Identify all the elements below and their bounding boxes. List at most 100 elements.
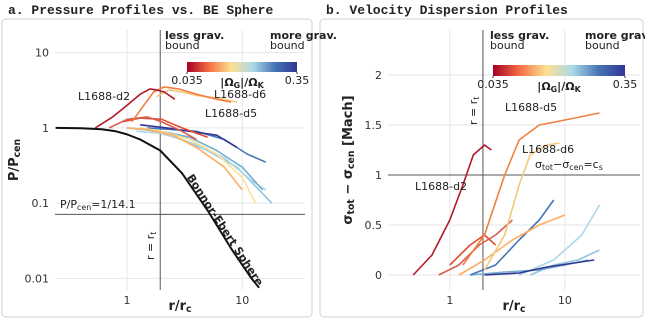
x-axis-label: r/rc (168, 299, 191, 315)
colorbar (187, 62, 297, 72)
subscript: cen (346, 151, 357, 170)
subscript: c (186, 304, 192, 315)
text-part: r/r (502, 299, 520, 314)
colorbar-label: |ΩG|/ΩK (220, 76, 264, 90)
text-part: σ (341, 214, 356, 224)
plot-area (412, 112, 601, 276)
text-part: r = r (467, 99, 480, 125)
y-tick-label: 0.1 (32, 197, 50, 210)
annotation: L1688-d6 (522, 143, 574, 156)
text-part: |/Ω (557, 80, 575, 93)
series-line (147, 128, 273, 204)
series-line (94, 88, 176, 129)
series-line (483, 142, 560, 271)
text-part: |Ω (220, 76, 234, 89)
text-part: σ (535, 158, 542, 171)
series-line (127, 127, 243, 191)
annotation: L1688-d5 (205, 107, 257, 120)
series-line (412, 144, 492, 276)
subscript: cen (12, 139, 23, 158)
x-tick-label: 1 (124, 294, 131, 307)
y-tick-label: 2 (375, 69, 382, 82)
text-part: P/P (60, 198, 77, 211)
colorbar-end-label: bound (270, 39, 305, 52)
panel-frame (1, 18, 313, 318)
colorbar-tick-label: 0.035 (477, 78, 509, 91)
x-axis-label: r/rc (502, 299, 525, 315)
annotation: L1688-d6 (214, 88, 266, 101)
reference-label: r = rt (467, 97, 481, 125)
text-part: r = r (144, 234, 157, 260)
subscript: cen (77, 203, 91, 212)
chart-title: a. Pressure Profiles vs. BE Sphere (8, 3, 273, 18)
text-part: =1/14.1 (91, 198, 135, 211)
colorbar-end-label: bound (585, 39, 620, 52)
series-line (140, 127, 257, 204)
y-tick-label: 1 (42, 122, 49, 135)
annotation: L1688-d5 (505, 101, 557, 114)
series-line (449, 234, 497, 266)
y-tick-label: 0.01 (25, 272, 50, 285)
annotation: L1688-d2 (415, 180, 467, 193)
colorbar-end-label: bound (165, 39, 200, 52)
text-part: =c (583, 158, 598, 171)
colorbar-tick-label: 0.35 (285, 74, 310, 87)
colorbar-end-label: less grav. (490, 29, 549, 42)
colorbar-end-label: more grav. (585, 29, 645, 42)
text-part: |/Ω (240, 76, 258, 89)
subscript: t (149, 232, 158, 235)
series-line (438, 219, 513, 276)
series-line (131, 86, 232, 123)
colorbar-end-label: bound (490, 39, 525, 52)
x-tick-label: 10 (558, 294, 572, 307)
subscript: G (551, 85, 558, 94)
subscript: tot (346, 199, 357, 215)
annotation: Bonnor-Ebert Sphere (184, 172, 266, 289)
colorbar-tick-label: 0.35 (613, 78, 638, 91)
colorbar-end-label: less grav. (165, 29, 224, 42)
colorbar-label: |ΩG|/ΩK (537, 80, 581, 94)
reference-label: P/Pcen=1/14.1 (60, 198, 136, 212)
series-line (147, 127, 267, 163)
text-part: [Mach] (341, 95, 356, 150)
chart-title: b. Velocity Dispersion Profiles (326, 3, 568, 18)
subscript: K (575, 85, 582, 94)
series-line (458, 214, 566, 276)
subscript: K (258, 81, 265, 90)
text-part: r/r (168, 299, 186, 314)
subscript: c (520, 304, 526, 315)
series-line (469, 199, 555, 276)
series-line (462, 112, 600, 266)
colorbar-tick-label: 0.035 (171, 74, 203, 87)
subscript: G (234, 81, 241, 90)
series-line (55, 126, 260, 289)
x-tick-label: 1 (446, 294, 453, 307)
y-tick-label: 0 (375, 269, 382, 282)
subscript: s (599, 163, 603, 172)
text-part: P/P (7, 157, 22, 181)
y-tick-label: 0.5 (365, 219, 383, 232)
subscript: tot (542, 163, 553, 172)
subscript: t (472, 97, 481, 100)
y-axis-label: σtot − σcen [Mach] (341, 95, 357, 224)
y-axis-label: P/Pcen (7, 139, 23, 181)
annotation: L1688-d2 (78, 90, 130, 103)
series-line (108, 116, 197, 141)
y-tick-label: 1.5 (365, 119, 383, 132)
x-tick-label: 10 (235, 294, 249, 307)
reference-label: σtot−σcen=cs (535, 158, 603, 172)
series-line (518, 204, 601, 276)
plot-area (55, 86, 273, 289)
text-part: − σ (341, 169, 356, 199)
series-line (484, 259, 595, 276)
panel-frame (319, 18, 644, 318)
series-line (156, 89, 238, 103)
text-part: |Ω (537, 80, 551, 93)
reference-label: r = rt (144, 232, 158, 260)
subscript: cen (569, 163, 583, 172)
colorbar (493, 65, 625, 76)
y-tick-label: 10 (35, 47, 49, 60)
text-part: −σ (553, 158, 569, 171)
y-tick-label: 1 (375, 169, 382, 182)
